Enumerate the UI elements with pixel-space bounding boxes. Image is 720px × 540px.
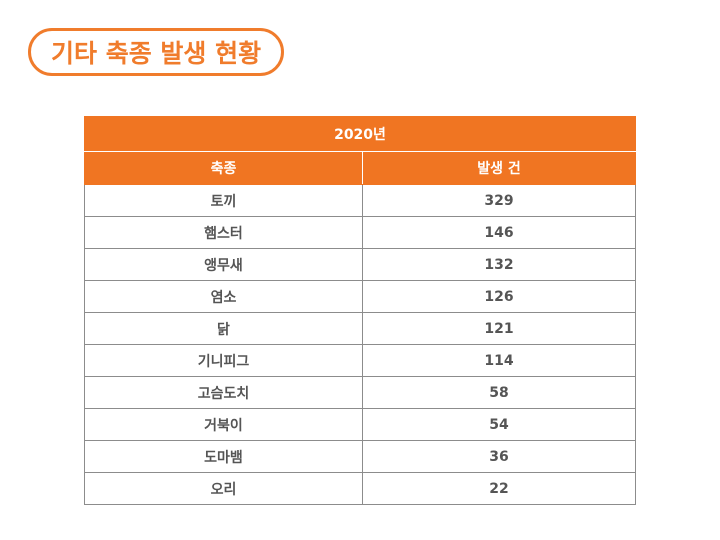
count-cell: 329 [361,184,637,217]
count-cell: 54 [361,408,637,441]
species-cell: 염소 [84,280,363,313]
count-cell: 22 [361,472,637,505]
table-row: 거북이 54 [84,408,637,441]
table-row: 염소 126 [84,280,637,313]
column-header-species: 축종 [84,151,363,185]
count-cell: 114 [361,344,637,377]
species-cell: 토끼 [84,184,363,217]
count-cell: 121 [361,312,637,345]
count-cell: 126 [361,280,637,313]
table-row: 기니피그 114 [84,344,637,377]
species-cell: 햄스터 [84,216,363,249]
table-row: 토끼 329 [84,184,637,217]
species-cell: 앵무새 [84,248,363,281]
count-cell: 132 [361,248,637,281]
table-row: 앵무새 132 [84,248,637,281]
column-header-row: 축종 발생 건 [84,151,637,185]
table-body: 토끼 329 햄스터 146 앵무새 132 염소 126 닭 121 기니피그… [84,184,637,505]
species-cell: 고슴도치 [84,376,363,409]
count-cell: 36 [361,440,637,473]
year-header-row: 2020년 [83,116,637,152]
occurrence-table: 2020년 축종 발생 건 토끼 329 햄스터 146 앵무새 132 염소 [83,116,637,505]
species-cell: 닭 [84,312,363,345]
table-row: 닭 121 [84,312,637,345]
table-row: 햄스터 146 [84,216,637,249]
count-cell: 146 [361,216,637,249]
species-cell: 기니피그 [84,344,363,377]
table-row: 도마뱀 36 [84,440,637,473]
page-title: 기타 축종 발생 현황 [28,28,285,76]
count-cell: 58 [361,376,637,409]
year-header: 2020년 [83,116,637,152]
column-header-count: 발생 건 [361,151,637,185]
species-cell: 오리 [84,472,363,505]
table-row: 고슴도치 58 [84,376,637,409]
species-cell: 도마뱀 [84,440,363,473]
species-cell: 거북이 [84,408,363,441]
table-row: 오리 22 [84,472,637,505]
